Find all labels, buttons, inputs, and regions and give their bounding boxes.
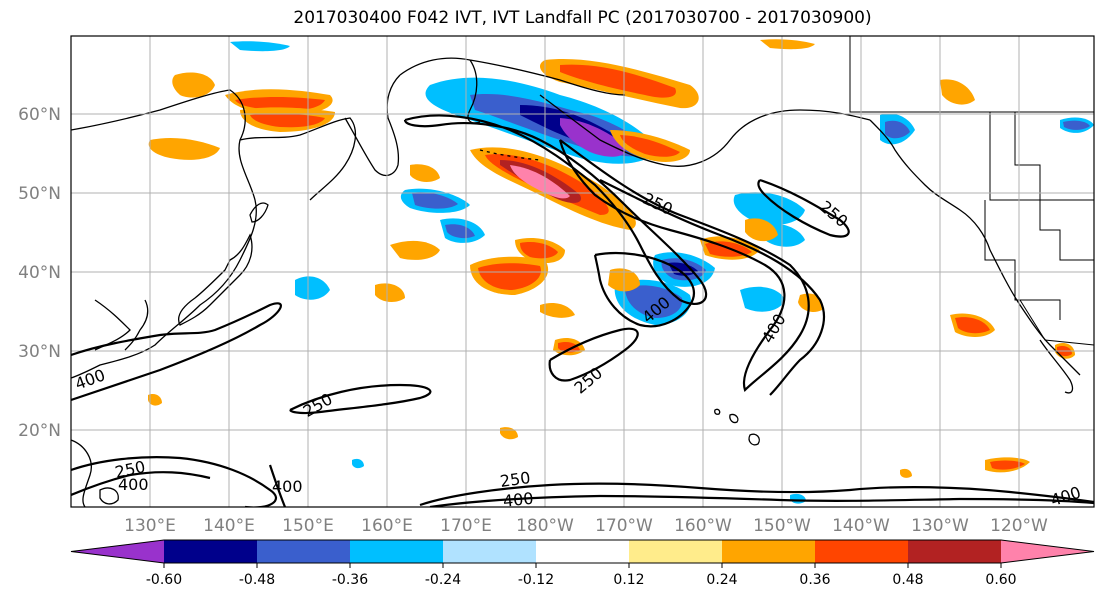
contour-label: 250 [499, 468, 532, 491]
longitude-labels: 130°E 140°E 150°E 160°E 170°E 180°W 170°… [124, 516, 1048, 536]
colorbar-extend-max [1001, 540, 1094, 563]
colorbar-cell [443, 540, 536, 563]
lon-label: 130°E [124, 516, 176, 536]
colorbar-tick-label: -0.48 [239, 572, 275, 588]
colorbar-tick-label: 0.60 [985, 572, 1016, 588]
ivt-anomaly-shading [148, 39, 1094, 504]
lon-label: 140°E [203, 516, 255, 536]
colorbar-cell [908, 540, 1001, 563]
lat-label: 30°N [18, 342, 61, 362]
colorbar-cell [629, 540, 722, 563]
lat-label: 20°N [18, 421, 61, 441]
colorbar-cell [257, 540, 350, 563]
lon-label: 160°E [361, 516, 413, 536]
colorbar-tick-label: -0.36 [332, 572, 368, 588]
colorbar-cell [815, 540, 908, 563]
lon-label: 160°W [674, 516, 732, 536]
ivt-contours [71, 114, 1094, 507]
map-frame [70, 35, 1095, 508]
contour-label: 400 [272, 477, 303, 496]
coastlines [71, 57, 1081, 507]
colorbar-cell [536, 540, 629, 563]
contour-label: 400 [118, 475, 149, 494]
colorbar-tick-label: 0.24 [706, 572, 737, 588]
latitude-labels: 20°N 30°N 40°N 50°N 60°N [18, 105, 61, 441]
lon-label: 180°W [516, 516, 574, 536]
map-title: 2017030400 F042 IVT, IVT Landfall PC (20… [293, 8, 872, 28]
lat-label: 40°N [18, 263, 61, 283]
lat-label: 50°N [18, 184, 61, 204]
graticule [71, 36, 1094, 507]
colorbar-tick-label: -0.12 [518, 572, 554, 588]
lon-label: 130°W [911, 516, 969, 536]
lon-label: 140°W [832, 516, 890, 536]
map-content: 250 250 250 250 250 250 400 400 400 400 … [71, 36, 1094, 511]
colorbar-cell [350, 540, 443, 563]
colorbar-cell [164, 540, 257, 563]
lon-label: 150°E [282, 516, 334, 536]
colorbar-tick-label: -0.60 [146, 572, 182, 588]
colorbar-tick-label: 0.12 [613, 572, 644, 588]
colorbar-tick-label: -0.24 [425, 572, 461, 588]
colorbar-tick-label: 0.36 [799, 572, 830, 588]
lon-label: 150°W [753, 516, 811, 536]
colorbar: -0.60 -0.48 -0.36 -0.24 -0.12 0.12 0.24 0.36 0.4… [70, 539, 1095, 588]
lon-label: 170°E [440, 516, 492, 536]
lat-label: 60°N [18, 105, 61, 125]
colorbar-extend-min [71, 540, 164, 563]
borders [849, 36, 1094, 346]
lon-label: 170°W [595, 516, 653, 536]
colorbar-cell [722, 540, 815, 563]
colorbar-tick-label: 0.48 [892, 572, 923, 588]
contour-label: 400 [502, 489, 534, 511]
lon-label: 120°W [990, 516, 1048, 536]
